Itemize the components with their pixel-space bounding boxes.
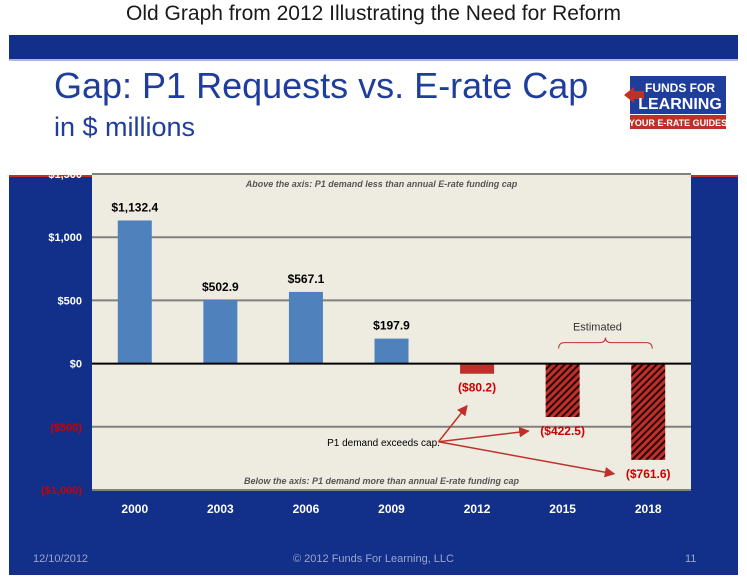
callout-text: P1 demand exceeds cap. — [327, 438, 440, 449]
bar — [288, 291, 323, 364]
bar — [545, 363, 580, 418]
bar — [374, 338, 409, 364]
y-tick-label: $1,000 — [48, 232, 82, 244]
y-tick-label: ($1,000) — [41, 485, 82, 497]
x-tick-label: 2003 — [207, 502, 234, 516]
footer-date: 12/10/2012 — [33, 553, 89, 565]
data-label: $567.1 — [288, 272, 325, 286]
data-label: $1,132.4 — [111, 200, 158, 214]
x-tick-label: 2018 — [635, 502, 662, 516]
estimated-bracket — [558, 337, 653, 349]
x-tick-label: 2009 — [378, 502, 405, 516]
callout-arrow — [438, 441, 616, 478]
y-tick-label: $500 — [58, 295, 82, 307]
x-tick-label: 2015 — [549, 502, 576, 516]
logo-arrow-icon — [624, 87, 644, 103]
slide: Gap: P1 Requests vs. E-rate Cap in $ mil… — [9, 35, 738, 575]
data-label: $197.9 — [373, 319, 410, 333]
below-axis-note: Below the axis: P1 demand more than annu… — [244, 476, 520, 486]
page-title: Old Graph from 2012 Illustrating the Nee… — [126, 2, 621, 25]
y-tick-label: $0 — [70, 359, 82, 371]
bar — [203, 300, 238, 364]
gap-chart: $1,500 $1,000 $500 $0 ($500) ($1,000) $1,132.4… — [41, 169, 691, 516]
logo-tagline: YOUR E-RATE GUIDES — [629, 118, 727, 128]
data-label: ($80.2) — [458, 381, 496, 395]
logo-line2: LEARNING — [638, 96, 722, 113]
bar — [117, 220, 152, 364]
slide-title: Gap: P1 Requests vs. E-rate Cap — [54, 65, 589, 106]
x-tick-label: 2012 — [464, 502, 491, 516]
logo-tagline-box — [630, 115, 726, 129]
data-label: ($761.6) — [626, 467, 671, 481]
y-tick-label: $1,500 — [48, 169, 82, 181]
footer-copyright: © 2012 Funds For Learning, LLC — [293, 553, 454, 565]
slide-subtitle: in $ millions — [54, 112, 196, 142]
callout-arrow — [437, 404, 468, 443]
x-tick-label: 2000 — [121, 502, 148, 516]
logo-box — [630, 76, 726, 114]
bar — [460, 363, 495, 374]
plot-area — [92, 174, 691, 490]
funds-for-learning-logo: FUNDS FOR LEARNING YOUR E-RATE GUIDES — [622, 73, 730, 133]
title-band: Gap: P1 Requests vs. E-rate Cap in $ mil… — [9, 59, 738, 177]
footer-page-number: 11 — [685, 553, 697, 565]
estimated-label: Estimated — [573, 322, 622, 334]
data-label: ($422.5) — [540, 424, 585, 438]
x-tick-label: 2006 — [293, 502, 320, 516]
y-tick-label: ($500) — [50, 422, 82, 434]
bar — [631, 363, 666, 460]
data-label: $502.9 — [202, 280, 239, 294]
callout-arrow — [438, 426, 530, 443]
above-axis-note: Above the axis: P1 demand less than annu… — [245, 179, 518, 189]
logo-line1: FUNDS FOR — [645, 81, 715, 95]
